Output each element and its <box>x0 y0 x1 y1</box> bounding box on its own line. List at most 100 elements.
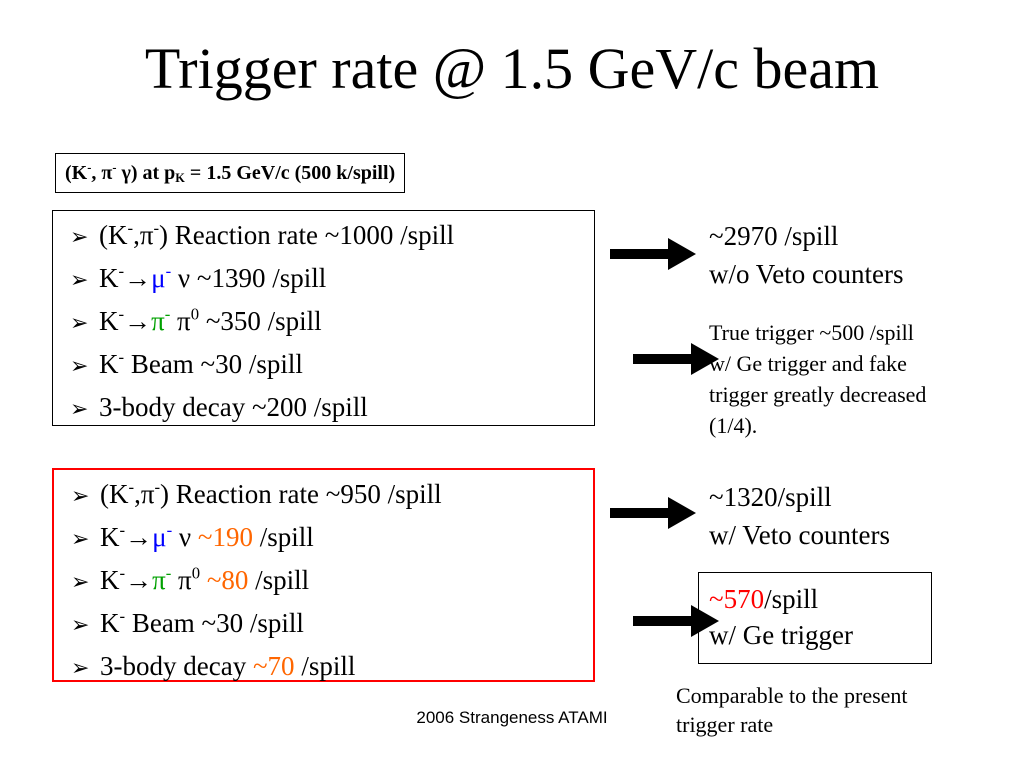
item-text: ,π <box>133 220 154 250</box>
list-item: ➢ (K-,π-) Reaction rate ~1000 /spill <box>70 215 588 258</box>
pion-symbol: π <box>151 306 165 336</box>
condition-pi-charge: - <box>112 160 117 175</box>
result-condition: (1/4). <box>709 413 758 438</box>
item-text: Beam ~30 /spill <box>124 349 303 379</box>
result-rate: True trigger ~500 /spill <box>709 320 914 345</box>
charge-superscript: - <box>119 563 126 583</box>
bullet-arrow-icon: ➢ <box>71 570 90 595</box>
result-final-rate: ~570/spill <box>709 581 931 617</box>
item-text: K <box>100 608 120 638</box>
list-item: ➢ K- Beam ~30 /spill <box>71 603 587 646</box>
list-item: ➢ 3-body decay ~200 /spill <box>70 387 588 430</box>
result-rate: ~1320/spill <box>709 482 832 512</box>
item-text: (K <box>100 479 129 509</box>
item-text: /spill <box>248 565 310 595</box>
item-text: ,π <box>134 479 155 509</box>
list-item: ➢ K- Beam ~30 /spill <box>70 344 588 387</box>
item-text: K <box>99 349 119 379</box>
rates-without-veto-box: ➢ (K-,π-) Reaction rate ~1000 /spill ➢ K-→… <box>52 210 595 426</box>
decay-arrow: → <box>125 565 153 595</box>
condition-k-charge: - <box>87 160 92 175</box>
final-rate-unit: /spill <box>764 584 819 614</box>
right-arrow-icon <box>633 343 719 375</box>
bullet-arrow-icon: ➢ <box>71 484 90 509</box>
charge-superscript: - <box>118 304 125 324</box>
item-text: 3-body decay ~200 /spill <box>99 392 368 422</box>
bullet-arrow-icon: ➢ <box>70 268 89 293</box>
note-line: Comparable to the present <box>676 683 908 708</box>
reduced-rate-value: ~190 <box>197 522 253 552</box>
bullet-arrow-icon: ➢ <box>70 311 89 336</box>
charge-superscript: - <box>118 261 125 281</box>
item-text: K <box>100 565 120 595</box>
item-text: ~350 /spill <box>199 306 322 336</box>
item-text: K <box>99 306 119 336</box>
condition-k: (K <box>65 162 88 184</box>
item-text: K <box>100 522 120 552</box>
slide-footer: 2006 Strangeness ATAMI <box>416 708 608 727</box>
comparison-note: Comparable to the present trigger rate <box>676 681 908 739</box>
item-text: K <box>99 263 119 293</box>
charge-superscript: - <box>165 261 172 281</box>
item-text: /spill <box>252 522 314 552</box>
result-final-box: ~570/spill w/ Ge trigger <box>698 572 932 664</box>
condition-comma: , <box>91 162 102 184</box>
list-item: ➢ K-→π- π0 ~350 /spill <box>70 301 588 344</box>
result-condition: w/o Veto counters <box>709 259 904 289</box>
list-item: ➢ K-→μ- ν ~190 /spill <box>71 517 587 560</box>
right-arrow-icon <box>610 238 696 270</box>
result-without-veto: ~2970 /spill w/o Veto counters <box>709 217 903 293</box>
muon-symbol: μ <box>151 263 166 293</box>
charge-superscript: - <box>165 563 172 583</box>
list-item: ➢ K-→μ- ν ~1390 /spill <box>70 258 588 301</box>
condition-momentum-subscript: K <box>175 171 185 186</box>
muon-symbol: μ <box>152 522 167 552</box>
item-text: ν ~1390 /spill <box>171 263 327 293</box>
result-condition: w/ Ge trigger and fake <box>709 351 907 376</box>
result-condition: w/ Veto counters <box>709 520 890 550</box>
condition-gamma: γ) at p <box>116 162 176 184</box>
decay-arrow: → <box>124 306 152 336</box>
item-text: /spill <box>294 651 356 681</box>
pion-symbol: π <box>152 565 166 595</box>
item-text: Beam ~30 /spill <box>125 608 304 638</box>
charge-superscript: - <box>127 218 134 238</box>
item-text: 3-body decay <box>100 651 253 681</box>
slide-title: Trigger rate @ 1.5 GeV/c beam <box>144 36 880 101</box>
item-text: ) Reaction rate ~950 /spill <box>160 479 442 509</box>
item-text: (K <box>99 220 128 250</box>
charge-superscript: - <box>119 520 126 540</box>
condition-pi: π <box>101 162 113 184</box>
bullet-arrow-icon: ➢ <box>71 527 90 552</box>
result-with-veto: ~1320/spill w/ Veto counters <box>709 478 890 554</box>
item-text: ) Reaction rate ~1000 /spill <box>159 220 455 250</box>
item-text: ν <box>172 522 198 552</box>
bullet-arrow-icon: ➢ <box>70 225 89 250</box>
result-condition: trigger greatly decreased <box>709 382 927 407</box>
beam-condition-box: (K-, π- γ) at pK = 1.5 GeV/c (500 k/spil… <box>55 153 406 193</box>
reduced-rate-value: ~80 <box>206 565 249 595</box>
result-rate: ~2970 /spill <box>709 221 839 251</box>
bullet-arrow-icon: ➢ <box>71 656 90 681</box>
list-item: ➢ K-→π- π0 ~80 /spill <box>71 560 587 603</box>
decay-arrow: → <box>125 522 153 552</box>
bullet-arrow-icon: ➢ <box>71 613 90 638</box>
bullet-arrow-icon: ➢ <box>70 354 89 379</box>
charge-superscript: - <box>118 347 125 367</box>
result-condition: w/ Ge trigger <box>709 620 853 650</box>
final-rate-value: ~570 <box>709 584 765 614</box>
charge-superscript: - <box>153 218 160 238</box>
reduced-rate-value: ~70 <box>252 651 295 681</box>
condition-momentum: = 1.5 GeV/c (500 k/spill) <box>184 162 396 184</box>
bullet-arrow-icon: ➢ <box>70 397 89 422</box>
decay-arrow: → <box>124 263 152 293</box>
note-line: trigger rate <box>676 712 774 737</box>
list-item: ➢ 3-body decay ~70 /spill <box>71 646 587 689</box>
item-text <box>200 565 207 595</box>
list-item: ➢ (K-,π-) Reaction rate ~950 /spill <box>71 474 587 517</box>
charge-superscript: - <box>164 304 171 324</box>
charge-superscript: - <box>119 606 126 626</box>
charge-superscript: - <box>154 477 161 497</box>
charge-superscript: 0 <box>191 563 201 583</box>
charge-superscript: - <box>128 477 135 497</box>
